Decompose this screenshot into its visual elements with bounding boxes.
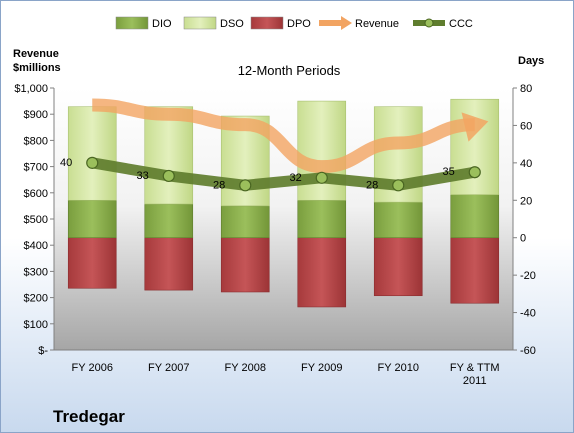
legend-swatch-dio [115, 16, 149, 30]
legend-label-revenue: Revenue [355, 18, 399, 30]
bar-dio [450, 194, 500, 239]
y-left-tick-label: $500 [24, 214, 48, 226]
ccc-series: 40 33 28 32 28 35 [60, 156, 481, 192]
legend-label-dio: DIO [152, 18, 172, 30]
ccc-data-label: 35 [443, 166, 455, 178]
y-right-tick-label: -40 [520, 308, 536, 320]
y-left-tick-label: $600 [24, 188, 48, 200]
bar-dpo [220, 237, 270, 293]
ccc-line [91, 157, 476, 191]
y-left-label-line-1: Revenue [13, 48, 59, 60]
y-right-tick-label: 40 [520, 158, 532, 170]
bar-dpo [450, 237, 500, 304]
legend-label-ccc: CCC [449, 18, 473, 30]
y-left-tick-label: $400 [24, 240, 48, 252]
legend: DIO DSO DPO Revenue CCC [115, 16, 473, 30]
y-right-label: Days [518, 55, 544, 67]
revenue-series [92, 98, 489, 174]
x-tick-label: FY 2009 [301, 362, 342, 374]
ccc-data-label: 32 [290, 172, 302, 184]
y-left-tick-label: $- [38, 345, 48, 357]
y-right-tick-label: 80 [520, 83, 532, 95]
bar-dpo [144, 237, 194, 291]
legend-swatch-revenue-head [341, 16, 352, 30]
revenue-arrowhead [461, 112, 489, 142]
bar-dpo [373, 237, 423, 297]
x-tick-label-line: FY & TTM [450, 362, 500, 374]
chart-title: 12-Month Periods [238, 63, 341, 78]
ccc-marker [315, 171, 328, 184]
y-right-tick-label: 20 [520, 195, 532, 207]
y-right-tick-label: 60 [520, 120, 532, 132]
ccc-marker [162, 169, 175, 183]
bar-dio [373, 201, 423, 239]
y-left-axis: $- $100 $200 $300 $400 $500 $600 $700 $800 $900 $1… [14, 83, 55, 357]
y-left-label-line-2: $millions [13, 62, 61, 74]
legend-label-dpo: DPO [287, 18, 311, 30]
y-right-tick-label: -60 [520, 345, 536, 357]
y-right-tick-label: -20 [520, 270, 536, 282]
y-left-tick-label: $900 [24, 109, 48, 121]
y-right-tick-label: 0 [520, 233, 526, 245]
bar-dso [297, 100, 347, 201]
ccc-data-label: 28 [366, 179, 378, 191]
y-left-tick-label: $200 [24, 293, 48, 305]
company-name: Tredegar [53, 407, 125, 426]
legend-swatch-ccc-marker [424, 18, 434, 28]
x-axis: FY 2006 FY 2007 FY 2008 FY 2009 FY 2010 FY & … [54, 349, 513, 387]
bar-dpo [297, 237, 347, 308]
bar-dso [67, 106, 117, 201]
x-tick-label: FY 2007 [148, 362, 189, 374]
bar-dio [297, 199, 347, 239]
ccc-data-label: 40 [60, 157, 72, 169]
ccc-marker [392, 179, 405, 192]
x-tick-label: FY & TTM 2011 [450, 362, 500, 387]
x-tick-label: FY 2006 [72, 362, 113, 374]
ccc-marker [86, 156, 99, 169]
bar-dio [67, 199, 117, 239]
bar-dso [144, 106, 194, 205]
bar-dpo [67, 237, 117, 289]
x-tick-label: FY 2010 [378, 362, 419, 374]
ccc-data-label: 33 [137, 170, 149, 182]
bar-dio [144, 203, 194, 239]
y-left-tick-label: $100 [24, 319, 48, 331]
x-tick-label-line: 2011 [463, 375, 487, 387]
ccc-marker [468, 166, 481, 179]
bar-dio [220, 205, 270, 239]
ccc-data-label: 28 [213, 179, 225, 191]
x-tick-label: FY 2008 [225, 362, 266, 374]
legend-label-dso: DSO [220, 18, 244, 30]
y-left-tick-label: $800 [24, 135, 48, 147]
y-left-tick-label: $1,000 [14, 83, 48, 95]
y-left-tick-label: $300 [24, 266, 48, 278]
y-left-tick-label: $700 [24, 162, 48, 174]
legend-swatch-dpo [250, 16, 284, 30]
legend-swatch-dso [183, 16, 217, 30]
ccc-marker [239, 179, 252, 192]
revenue-line [92, 98, 475, 174]
y-right-axis: -60 -40 -20 0 20 40 60 80 [512, 83, 536, 357]
